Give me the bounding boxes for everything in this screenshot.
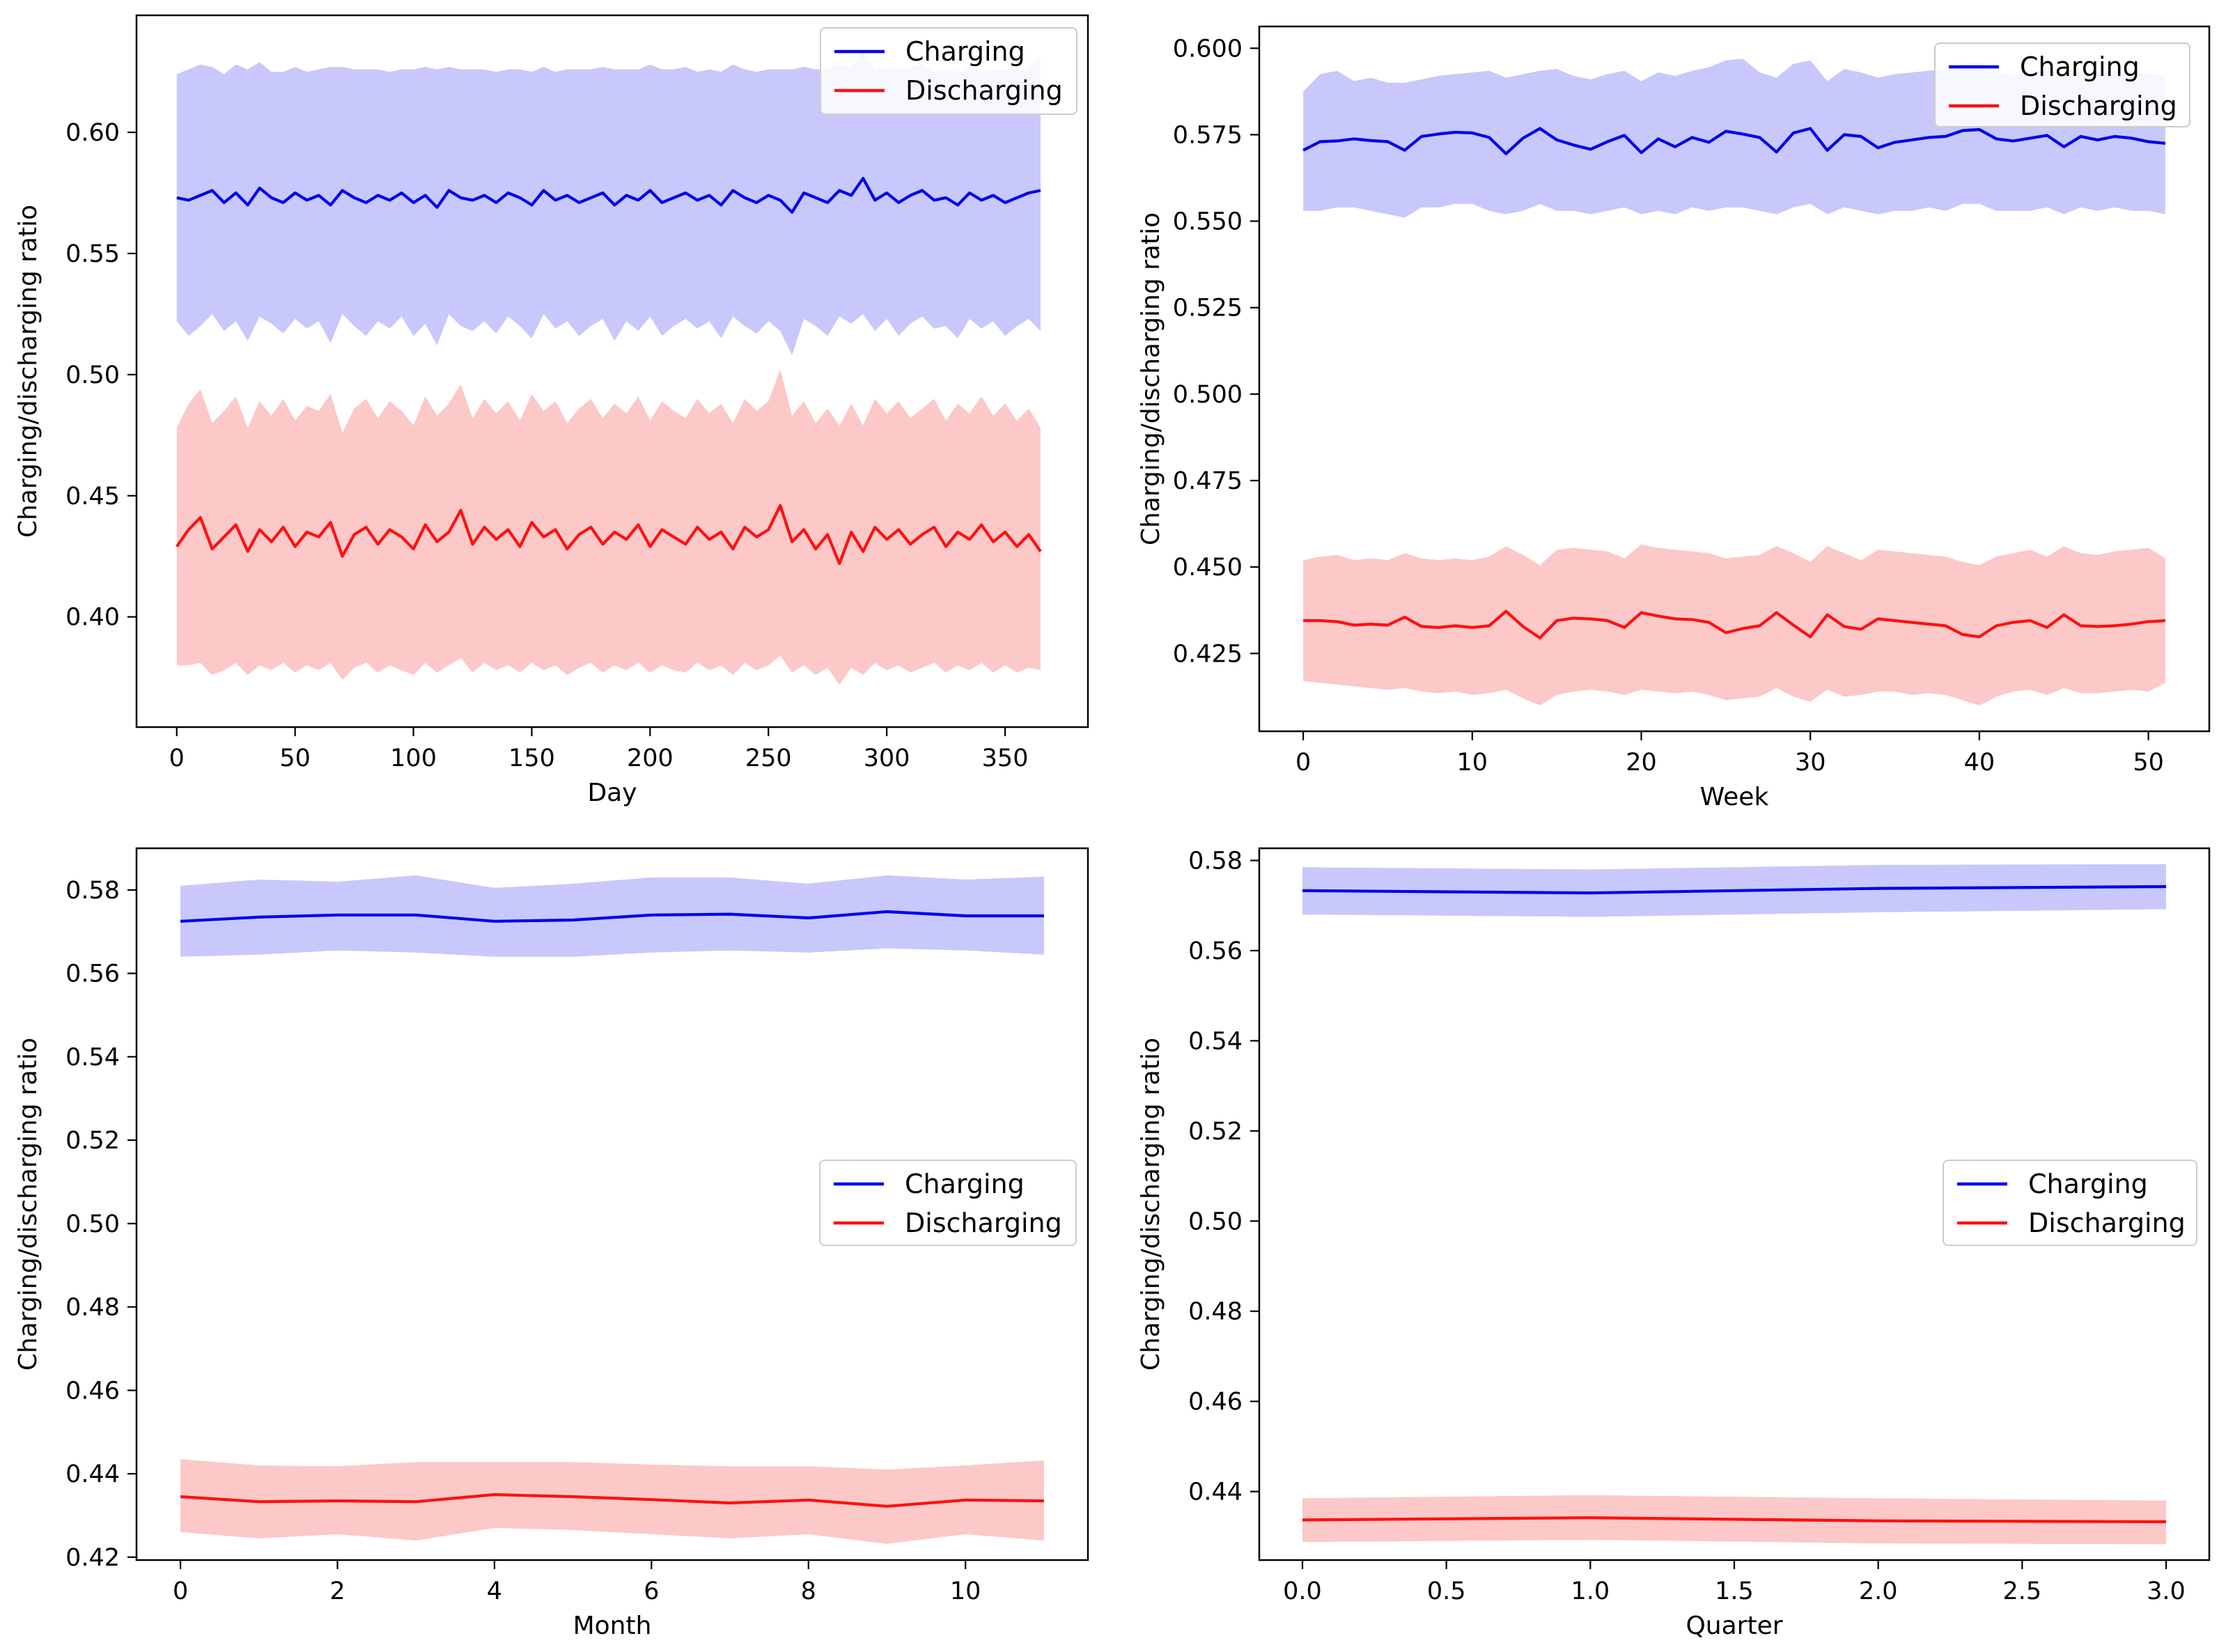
line-discharging [1302, 1516, 2167, 1524]
x-tick-label: 30 [1795, 749, 1826, 777]
axes-frame [135, 14, 1089, 728]
legend: Charging Discharging [1943, 1160, 2197, 1246]
x-tick-label: 0 [173, 1577, 188, 1605]
x-tick-label: 0.5 [1427, 1577, 1466, 1605]
legend-label-charging: Charging [2028, 1169, 2148, 1199]
chart-monthly: 0 2 4 6 8 10 0.42 0.44 0.46 0.48 0.50 0.52 0.54 0.56 0… [14, 847, 1089, 1640]
y-tick-label: 0.60 [65, 119, 120, 147]
x-axis-label: Month [573, 1612, 652, 1640]
y-tick-label: 0.52 [65, 1127, 120, 1155]
y-axis-label: Charging/discharging ratio [1137, 212, 1165, 545]
y-tick-label: 0.48 [65, 1294, 120, 1322]
y-tick-label: 0.425 [1173, 640, 1243, 668]
y-tick-label: 0.48 [1188, 1298, 1243, 1326]
y-tick-label: 0.54 [1188, 1027, 1243, 1055]
y-tick-label: 0.42 [65, 1544, 120, 1572]
line-discharging [1303, 609, 2166, 639]
legend-label-discharging: Discharging [2028, 1208, 2186, 1238]
y-tick-label: 0.50 [65, 361, 120, 389]
y-axis-label: Charging/discharging ratio [14, 1038, 42, 1371]
y-tick-label: 0.475 [1173, 467, 1243, 495]
y-tick-label: 0.40 [65, 604, 120, 632]
x-tick-label: 2.5 [2002, 1577, 2041, 1605]
y-tick-label: 0.52 [1188, 1118, 1243, 1146]
x-axis-label: Week [1700, 783, 1769, 811]
line-charging [1302, 885, 2167, 895]
x-tick-label: 0.0 [1283, 1577, 1322, 1605]
band-charging [176, 49, 1041, 355]
x-tick-label: 200 [627, 745, 674, 772]
x-tick-label: 250 [745, 745, 792, 772]
x-tick-label: 6 [644, 1577, 659, 1605]
x-tick-label: 50 [2133, 749, 2164, 777]
chart-quarterly: 0.0 0.5 1.0 1.5 2.0 2.5 3.0 0.44 0.46 0.48 0.50 0.5… [1137, 847, 2211, 1640]
chart-daily: 0 50 100 150 200 250 300 350 0.40 0.45 0.50 0.55 0.6… [14, 14, 1089, 807]
legend-label-charging: Charging [905, 1169, 1025, 1199]
legend-label-charging: Charging [905, 36, 1025, 67]
line-discharging [176, 504, 1042, 566]
line-charging [1302, 127, 2166, 155]
legend-label-discharging: Discharging [2020, 91, 2177, 121]
legend: Charging Discharging [1934, 42, 2190, 127]
y-tick-label: 0.46 [1188, 1388, 1243, 1416]
x-tick-label: 3.0 [2147, 1577, 2186, 1605]
y-tick-label: 0.44 [65, 1460, 120, 1488]
band-discharging [176, 369, 1041, 685]
line-discharging [180, 1493, 1044, 1508]
y-tick-label: 0.45 [65, 483, 120, 511]
x-tick-label: 8 [801, 1577, 816, 1605]
x-tick-label: 10 [1457, 749, 1488, 777]
y-tick-label: 0.54 [65, 1043, 120, 1071]
x-tick-label: 20 [1626, 749, 1657, 777]
x-tick-label: 50 [279, 745, 311, 772]
x-tick-label: 350 [982, 745, 1029, 772]
y-tick-label: 0.46 [65, 1377, 120, 1405]
x-tick-label: 2.0 [1859, 1577, 1898, 1605]
y-axis-label: Charging/discharging ratio [1137, 1038, 1165, 1371]
legend-label-charging: Charging [2020, 52, 2140, 82]
band-discharging [180, 1459, 1044, 1544]
x-tick-label: 0 [169, 745, 185, 772]
axes-frame [135, 847, 1089, 1561]
y-tick-label: 0.56 [65, 960, 120, 988]
y-tick-label: 0.500 [1173, 381, 1243, 409]
legend: Charging Discharging [819, 1160, 1077, 1246]
y-tick-label: 0.50 [65, 1210, 120, 1238]
y-tick-label: 0.44 [1188, 1479, 1243, 1506]
y-tick-label: 0.525 [1173, 295, 1243, 322]
y-tick-label: 0.55 [65, 240, 120, 268]
legend-label-discharging: Discharging [905, 75, 1063, 106]
y-tick-label: 0.575 [1173, 121, 1243, 149]
x-tick-label: 10 [950, 1577, 981, 1605]
x-axis-label: Day [587, 779, 637, 807]
x-tick-label: 1.0 [1571, 1577, 1610, 1605]
y-tick-label: 0.58 [1188, 847, 1243, 875]
x-tick-label: 0 [1295, 749, 1311, 777]
y-axis-label: Charging/discharging ratio [14, 205, 42, 538]
line-charging [176, 177, 1041, 214]
band-discharging [1303, 544, 2165, 706]
y-tick-label: 0.600 [1173, 35, 1243, 63]
chart-weekly: 0 10 20 30 40 50 0.425 0.450 0.475 0.500 0.525 0.55… [1137, 25, 2211, 811]
x-tick-label: 40 [1964, 749, 1995, 777]
axes-frame [1258, 25, 2211, 733]
x-tick-label: 4 [487, 1577, 502, 1605]
x-tick-label: 1.5 [1715, 1577, 1754, 1605]
y-tick-label: 0.450 [1173, 554, 1243, 582]
x-tick-label: 2 [329, 1577, 345, 1605]
legend: Charging Discharging [820, 27, 1077, 115]
y-tick-label: 0.50 [1188, 1208, 1243, 1236]
line-charging [180, 910, 1044, 923]
y-tick-label: 0.550 [1173, 208, 1243, 236]
x-axis-label: Quarter [1686, 1612, 1782, 1640]
x-tick-label: 100 [390, 745, 437, 772]
x-tick-label: 150 [508, 745, 555, 772]
legend-label-discharging: Discharging [905, 1208, 1062, 1238]
y-tick-label: 0.56 [1188, 937, 1243, 965]
y-tick-label: 0.58 [65, 877, 120, 905]
legend-box [820, 27, 1077, 115]
x-tick-label: 300 [864, 745, 910, 772]
